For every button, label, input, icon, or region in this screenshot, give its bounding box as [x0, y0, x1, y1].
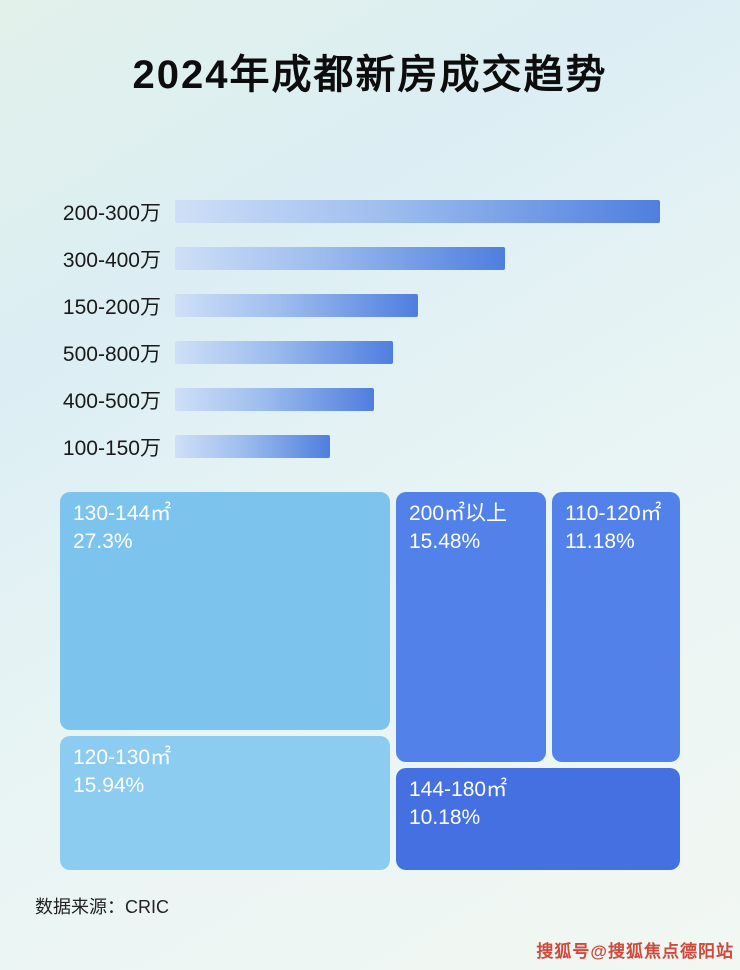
bar-row: 100-150万	[0, 423, 660, 470]
treemap-block-label: 110-120㎡	[565, 502, 662, 525]
page-title: 2024年成都新房成交趋势	[132, 53, 608, 97]
treemap-block-label: 120-130㎡	[73, 746, 172, 769]
treemap-block: 200㎡以上 15.48%	[396, 492, 546, 762]
bar-track	[175, 200, 660, 223]
bar	[175, 247, 505, 270]
bar-row: 300-400万	[0, 235, 660, 282]
bar-category-label: 100-150万	[62, 436, 161, 460]
price-band-bar-chart: 200-300万 300-400万 150-200万 500-800万 400-…	[0, 188, 740, 470]
bar-category-label: 300-400万	[62, 248, 161, 272]
bar-track	[175, 388, 660, 411]
bar-track	[175, 341, 660, 364]
bar	[175, 435, 331, 458]
treemap-block-percent: 10.18%	[409, 806, 481, 830]
treemap-block-percent: 27.3%	[73, 530, 133, 554]
bar-category-label: 200-300万	[62, 201, 161, 225]
bar-category-label: 500-800万	[62, 342, 161, 366]
treemap-block: 120-130㎡ 15.94%	[60, 736, 390, 870]
bar-track	[175, 435, 660, 458]
treemap-block: 130-144㎡ 27.3%	[60, 492, 390, 730]
bar-category-label: 400-500万	[62, 389, 161, 413]
area-share-treemap: 130-144㎡ 27.3% 120-130㎡ 15.94% 200㎡以上 15…	[60, 492, 680, 870]
treemap-block-percent: 11.18%	[565, 530, 635, 554]
bar	[175, 341, 394, 364]
bar-row: 400-500万	[0, 376, 660, 423]
treemap-block-label: 144-180㎡	[409, 778, 508, 801]
treemap-block: 110-120㎡ 11.18%	[552, 492, 680, 762]
bar-track	[175, 294, 660, 317]
bar-row: 500-800万	[0, 329, 660, 376]
bar-category-label: 150-200万	[62, 295, 161, 319]
treemap-block-percent: 15.48%	[409, 530, 481, 554]
treemap-block-percent: 15.94%	[73, 774, 145, 798]
bar-row: 150-200万	[0, 282, 660, 329]
data-source-label: 数据来源：CRIC	[35, 897, 169, 917]
bar	[175, 200, 660, 223]
treemap-block-label: 200㎡以上	[409, 502, 508, 525]
bar-row: 200-300万	[0, 188, 660, 235]
treemap-block-label: 130-144㎡	[73, 502, 172, 525]
bar	[175, 388, 374, 411]
watermark-text: 搜狐号@搜狐焦点德阳站	[536, 942, 734, 961]
treemap-block: 144-180㎡ 10.18%	[396, 768, 680, 870]
bar	[175, 294, 418, 317]
bar-track	[175, 247, 660, 270]
